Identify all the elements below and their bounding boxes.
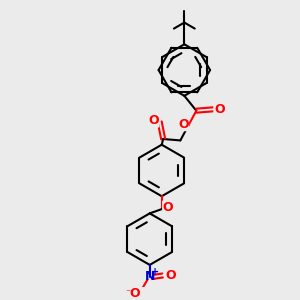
Text: O: O [148,114,159,127]
Text: +: + [151,267,159,277]
Text: O: O [129,287,140,300]
Text: O: O [163,201,173,214]
Text: O: O [178,118,188,130]
Text: O: O [165,269,176,282]
Text: N: N [145,270,155,284]
Text: O: O [214,103,224,116]
Text: ⁻: ⁻ [126,288,131,298]
